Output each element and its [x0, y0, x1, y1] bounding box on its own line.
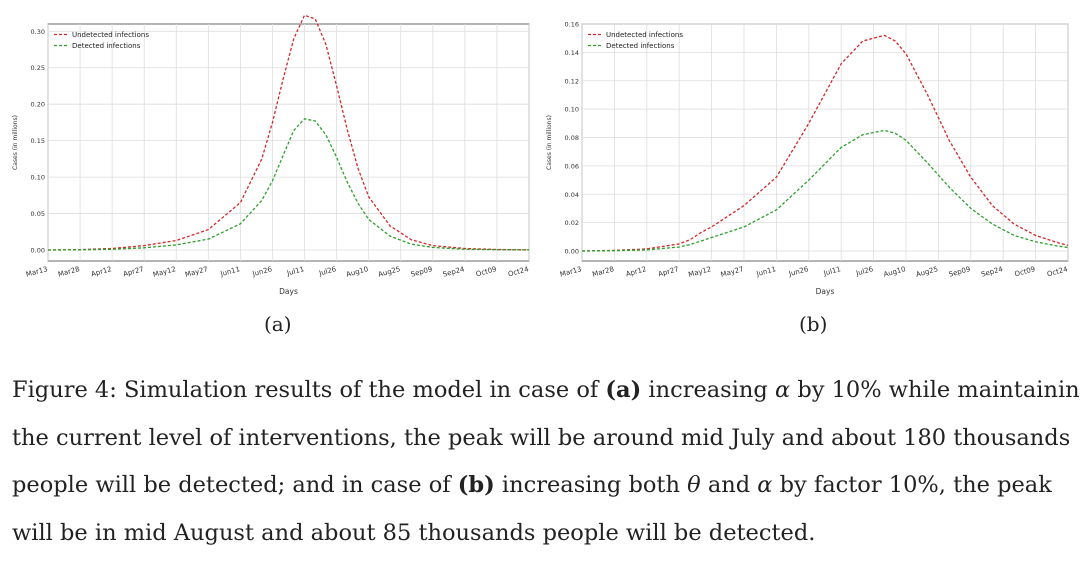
- subfigure-label-a: (a): [264, 312, 292, 336]
- x-tick-label: Mar13: [559, 265, 582, 278]
- detected-infections-line: [47, 118, 530, 251]
- y-axis-label: Cases (in millions): [12, 115, 19, 170]
- y-tick-label: 0.02: [565, 219, 579, 227]
- caption-text: and: [700, 472, 758, 498]
- x-tick-label: Sep09: [948, 265, 971, 278]
- x-tick-label: Jul11: [285, 265, 305, 277]
- x-tick-label: Jun11: [219, 265, 241, 278]
- y-tick-label: 0.04: [565, 191, 579, 199]
- caption-text: Figure 4: Simulation results of the mode…: [12, 377, 606, 403]
- y-tick-label: 0.00: [31, 247, 45, 255]
- x-tick-label: Aug25: [915, 265, 939, 279]
- x-tick-label: Apr12: [625, 265, 647, 278]
- caption-symbol-alpha: α: [774, 377, 791, 403]
- y-tick-label: 0.16: [565, 21, 579, 29]
- x-tick-label: May12: [152, 265, 177, 279]
- x-tick-label: Jun11: [755, 265, 777, 278]
- detected-infections-line: [581, 129, 1069, 252]
- undetected-infections-line: [581, 34, 1069, 252]
- caption-text: increasing: [641, 377, 775, 403]
- y-tick-label: 0.06: [565, 162, 579, 170]
- x-tick-label: Aug25: [377, 265, 401, 279]
- x-tick-label: Jun26: [787, 265, 810, 278]
- x-tick-label: Oct09: [475, 265, 497, 278]
- legend-entry: Undetected infections: [606, 31, 683, 39]
- y-tick-label: 0.14: [565, 49, 579, 57]
- x-tick-label: Sep24: [442, 265, 466, 279]
- y-tick-label: 0.10: [31, 174, 45, 182]
- x-tick-label: Mar28: [57, 265, 80, 278]
- x-axis-label: Days: [279, 287, 298, 296]
- x-tick-label: Aug10: [345, 265, 369, 279]
- caption-ref-b: (b): [457, 472, 495, 498]
- x-tick-label: Jun26: [251, 265, 274, 278]
- x-tick-label: May12: [687, 265, 712, 279]
- figure-caption: Figure 4: Simulation results of the mode…: [12, 367, 1080, 557]
- x-tick-label: Sep09: [410, 265, 433, 278]
- y-tick-label: 0.15: [31, 137, 45, 145]
- x-tick-label: Jul26: [854, 265, 874, 278]
- chart-a: Mar13 Mar28 Apr12 Apr27 May12 May27 Jun11 Jun26…: [12, 14, 530, 296]
- x-tick-label: Oct24: [507, 265, 530, 278]
- legend-entry: Detected infections: [606, 42, 675, 50]
- x-tick-label: Mar13: [25, 265, 48, 278]
- caption-symbol-alpha: α: [757, 472, 773, 498]
- x-axis-label: Days: [816, 287, 835, 296]
- y-tick-label: 0.25: [31, 64, 45, 72]
- y-tick-label: 0.05: [31, 210, 45, 218]
- x-tick-label: May27: [184, 265, 209, 279]
- y-tick-label: 0.10: [565, 106, 579, 114]
- y-tick-label: 0.30: [31, 28, 45, 36]
- y-axis-label: Cases (in millions): [546, 115, 553, 170]
- x-tick-label: Apr27: [657, 265, 679, 278]
- x-tick-label: Apr12: [90, 265, 112, 278]
- caption-line-1: Figure 4: Simulation results of the mode…: [12, 367, 1080, 415]
- y-tick-label: 0.20: [31, 101, 45, 109]
- x-tick-label: Oct09: [1014, 265, 1036, 278]
- legend: Undetected infections Detected infections: [54, 31, 149, 50]
- y-tick-label: 0.08: [565, 134, 579, 142]
- undetected-infections-line: [47, 14, 530, 251]
- caption-text: by factor 10%, the peak: [772, 472, 1052, 498]
- x-tick-label: Apr27: [122, 265, 144, 278]
- y-tick-label: 0.12: [565, 77, 579, 85]
- legend: Undetected infections Detected infections: [588, 31, 683, 50]
- caption-line-3: people will be detected; and in case of …: [12, 462, 1052, 510]
- chart-b: Mar13 Mar28 Apr12 Apr27 May12 May27 Jun11 Jun26…: [546, 21, 1069, 297]
- x-tick-label: Aug10: [883, 265, 907, 279]
- x-tick-label: Jul11: [822, 265, 842, 277]
- x-tick-label: Mar28: [591, 265, 614, 278]
- caption-text: people will be detected; and in case of: [12, 472, 458, 498]
- legend-entry: Detected infections: [72, 42, 141, 50]
- caption-ref-a: (a): [605, 377, 642, 403]
- caption-text: increasing both: [494, 472, 688, 498]
- caption-text: by 10% while maintaining: [790, 377, 1080, 403]
- subfigure-label-b: (b): [799, 312, 828, 336]
- caption-line-2: the current level of interventions, the …: [12, 424, 1071, 451]
- caption-line-4: will be in mid August and about 85 thous…: [12, 519, 816, 546]
- x-tick-label: May27: [720, 265, 745, 279]
- legend-entry: Undetected infections: [72, 31, 149, 39]
- y-tick-label: 0.00: [565, 248, 579, 256]
- x-tick-label: Jul26: [317, 265, 337, 278]
- caption-symbol-theta: θ: [687, 472, 701, 498]
- x-tick-label: Oct24: [1046, 265, 1069, 278]
- x-tick-label: Sep24: [980, 265, 1004, 279]
